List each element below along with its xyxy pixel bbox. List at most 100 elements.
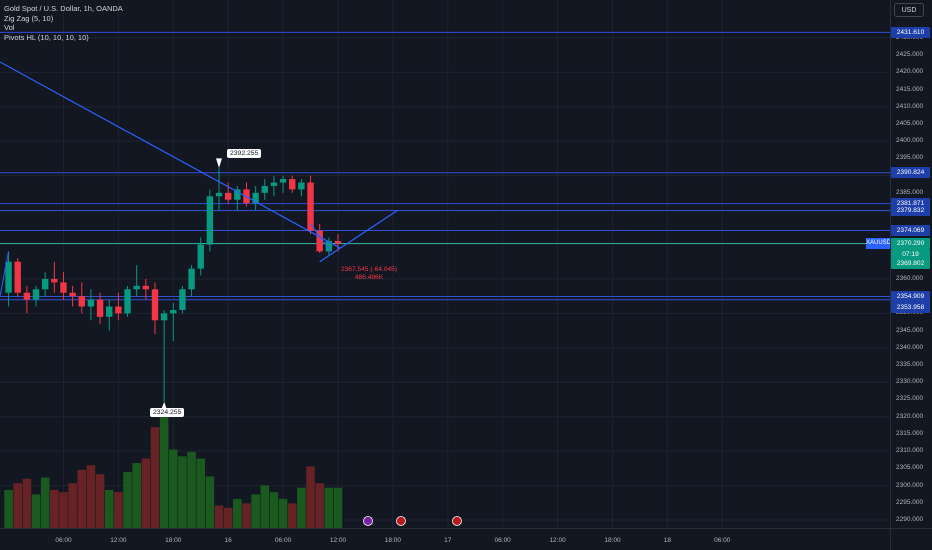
volume-bar [59,492,68,528]
price-tick-label: 2300.000 [896,481,924,489]
price-tick-label: 2405.000 [896,119,924,127]
volume-bar [278,498,288,528]
price-tick-label: 2335.000 [896,361,924,369]
event-flag-icon [363,516,373,526]
time-tick-label: 18:00 [384,537,402,544]
candle-body [170,309,177,314]
candle-body [14,261,21,293]
price-tick-label: 2330.000 [896,378,924,386]
candle-body [96,299,104,317]
axis-corner [890,528,932,550]
price-tick-label: 2305.000 [896,464,924,472]
volume-bar [223,507,233,528]
candle-body [206,196,214,245]
price-tick-label: 2315.000 [896,429,924,437]
time-tick-label: 18 [663,537,671,544]
volume-bar [22,478,32,528]
volume-bar [269,492,279,528]
price-tick-label: 2295.000 [896,498,924,506]
event-flag-icon [452,516,462,526]
symbol-price-tag: XAUUSD [866,238,891,249]
candle-body [334,241,342,244]
time-tick-label: 12:00 [110,537,127,544]
candle-body [197,244,204,269]
candle-body [69,292,76,297]
volume-bar [287,503,297,528]
volume-bar [77,469,87,528]
time-tick-label: 12:00 [549,537,566,544]
price-tick-label: 2290.000 [896,516,924,523]
price-tag: 2431.610 [891,26,930,38]
candle-body [298,182,305,190]
price-tick-label: 2415.000 [896,85,924,93]
candle-body [41,278,49,290]
candle-body [106,306,113,317]
time-tick-label: 06:00 [55,537,72,544]
volume-bar [178,456,187,528]
candle-body [316,230,323,252]
volume-bar [159,416,169,528]
indicator-volume[interactable]: Vol [4,23,15,32]
volume-bar [50,489,59,528]
time-tick-label: 06:00 [494,537,511,544]
candle-body [261,185,268,193]
symbol-title[interactable]: Gold Spot / U.S. Dollar, 1h, OANDA [4,4,123,13]
candle-body [224,192,232,200]
zigzag-low-label: 2324.255 [150,408,185,417]
price-tick-label: 2395.000 [896,154,924,162]
volume-bar [13,483,22,528]
trend-line [0,61,341,249]
channel-line [310,223,332,252]
price-tick-label: 2385.000 [896,188,924,196]
time-tick-label: 18:00 [165,537,182,544]
chart-canvas[interactable] [0,0,890,528]
chart-area[interactable] [0,0,890,528]
price-tick-label: 2360.000 [896,274,924,282]
volume-bar [260,485,270,528]
volume-bar [95,474,105,528]
price-tag: 2369.802 [891,257,930,269]
candle-body [289,179,296,190]
candle-body [325,241,333,252]
volume-bar [251,494,260,528]
indicator-pivots[interactable]: Pivots HL (10, 10, 10, 10) [4,32,89,42]
volume-bar [205,476,215,528]
high-pointer [216,158,223,168]
price-tick-label: 2400.000 [896,137,924,145]
volume-bar [196,458,205,528]
price-axis[interactable] [890,0,932,528]
currency-button[interactable]: USD [894,3,924,17]
volume-bar [132,463,141,528]
time-tick-label: 16 [224,537,232,544]
price-tag: 07:19 [891,248,930,260]
candle-body [32,289,40,300]
candle-body [307,182,314,231]
price-tick-label: 2410.000 [896,102,924,110]
channel-line-up [319,209,399,263]
price-tick-label: 2425.000 [896,51,924,59]
zigzag-high-label: 2392.255 [227,149,262,158]
range-low-volume: 486.486K [354,274,384,281]
price-tick-label: 2340.000 [896,343,924,351]
volume-bar [114,492,123,528]
volume-bar [242,503,251,528]
candle-body [252,192,259,204]
price-tick-label: 2310.000 [896,447,924,455]
candle-body [133,285,140,290]
indicator-zigzag[interactable]: Zig Zag (5, 10) [4,13,54,23]
time-tick-label: 06:00 [714,537,731,544]
candle-body [270,182,278,186]
price-tick-label: 2325.000 [896,395,924,403]
volume-bar [68,483,77,528]
price-tag: 2370.290 [891,238,930,249]
volume-bar [86,465,96,528]
candle-body [60,282,67,293]
time-axis[interactable] [0,528,890,550]
range-low-label: 2367.545 (-64.045) 486.486K [333,266,405,282]
candle-body [179,289,186,310]
price-tag: 2374.069 [891,224,930,236]
time-tick-label: 12:00 [329,537,347,544]
volume-bar [31,494,41,528]
candle-body [234,189,241,200]
candle-body [115,306,122,314]
